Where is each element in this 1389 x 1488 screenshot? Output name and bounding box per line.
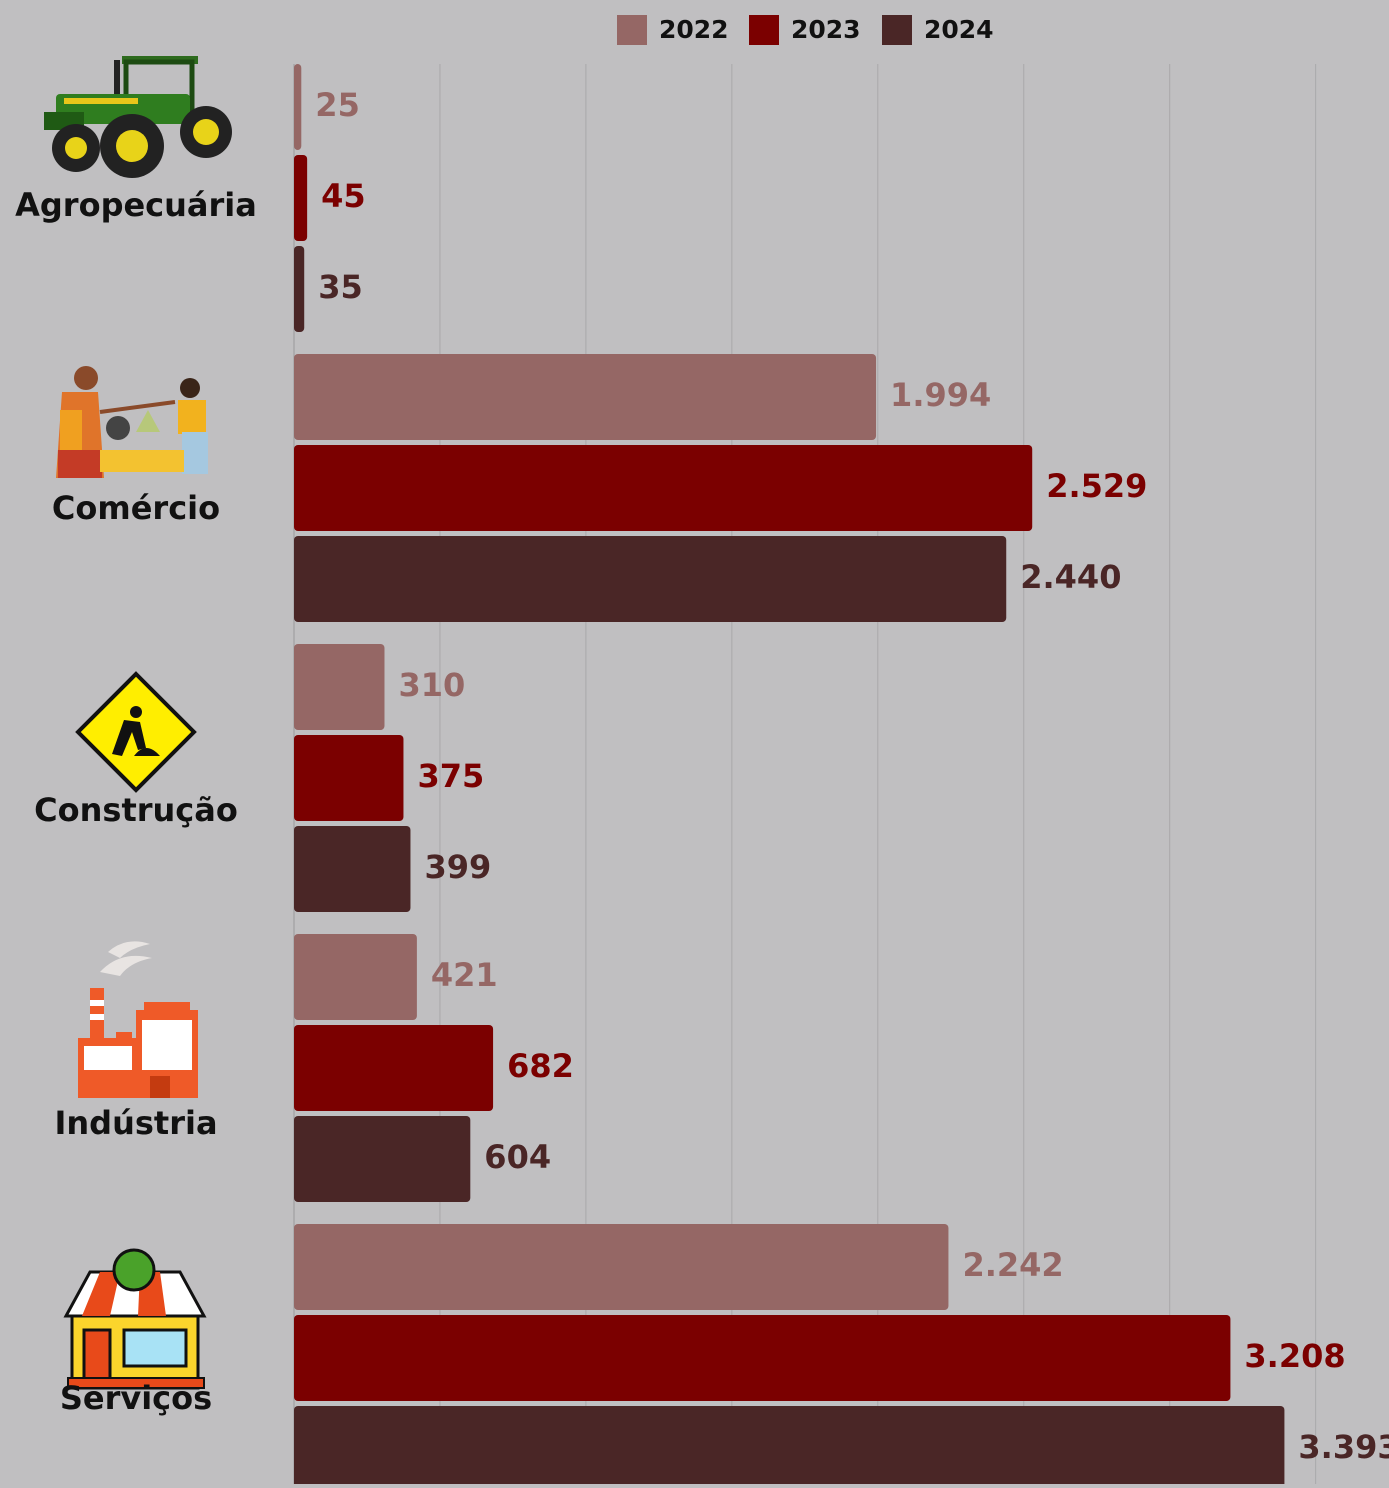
icons: [44, 56, 232, 1388]
value-label: 3.208: [1244, 1337, 1345, 1375]
bar: [294, 536, 1006, 622]
bar: [294, 354, 876, 440]
value-label: 682: [507, 1047, 574, 1085]
chart: 2022 2023 2024 Agropecuária Comércio Construç…: [0, 0, 1389, 1484]
category-label: Construção: [34, 791, 238, 829]
value-label: 25: [315, 86, 360, 124]
value-label: 399: [424, 848, 491, 886]
services-icon: [66, 1250, 204, 1388]
bar: [294, 1025, 493, 1111]
value-label: 45: [321, 177, 366, 215]
bar: [294, 644, 384, 730]
tractor-icon: [44, 56, 232, 178]
value-label: 421: [431, 956, 498, 994]
bar: [294, 1224, 948, 1310]
legend-swatch: [749, 15, 779, 45]
legend-label: 2024: [924, 15, 994, 44]
bar: [294, 445, 1032, 531]
bar: [294, 64, 301, 150]
bar: [294, 735, 403, 821]
category-label: Comércio: [52, 489, 220, 527]
value-label: 35: [318, 268, 363, 306]
category-label: Serviços: [60, 1379, 212, 1417]
bar: [294, 1116, 470, 1202]
value-label: 1.994: [890, 376, 991, 414]
value-label: 2.529: [1046, 467, 1147, 505]
commerce-icon: [56, 366, 208, 478]
bar: [294, 826, 410, 912]
category-label: Indústria: [54, 1104, 217, 1142]
value-label: 604: [484, 1138, 551, 1176]
value-label: 375: [417, 757, 484, 795]
bar: [294, 934, 417, 1020]
bar: [294, 1315, 1230, 1401]
industry-icon: [78, 941, 198, 1098]
value-label: 2.440: [1020, 558, 1121, 596]
construction-icon: [78, 674, 194, 790]
bar: [294, 246, 304, 332]
value-label: 3.393: [1298, 1428, 1389, 1466]
bar: [294, 1406, 1284, 1484]
bar: [294, 155, 307, 241]
value-label: 2.242: [962, 1246, 1063, 1284]
category-label: Agropecuária: [15, 186, 257, 224]
legend-label: 2023: [791, 15, 861, 44]
legend-swatch: [617, 15, 647, 45]
value-label: 310: [398, 666, 465, 704]
legend-swatch: [882, 15, 912, 45]
legend-label: 2022: [659, 15, 729, 44]
